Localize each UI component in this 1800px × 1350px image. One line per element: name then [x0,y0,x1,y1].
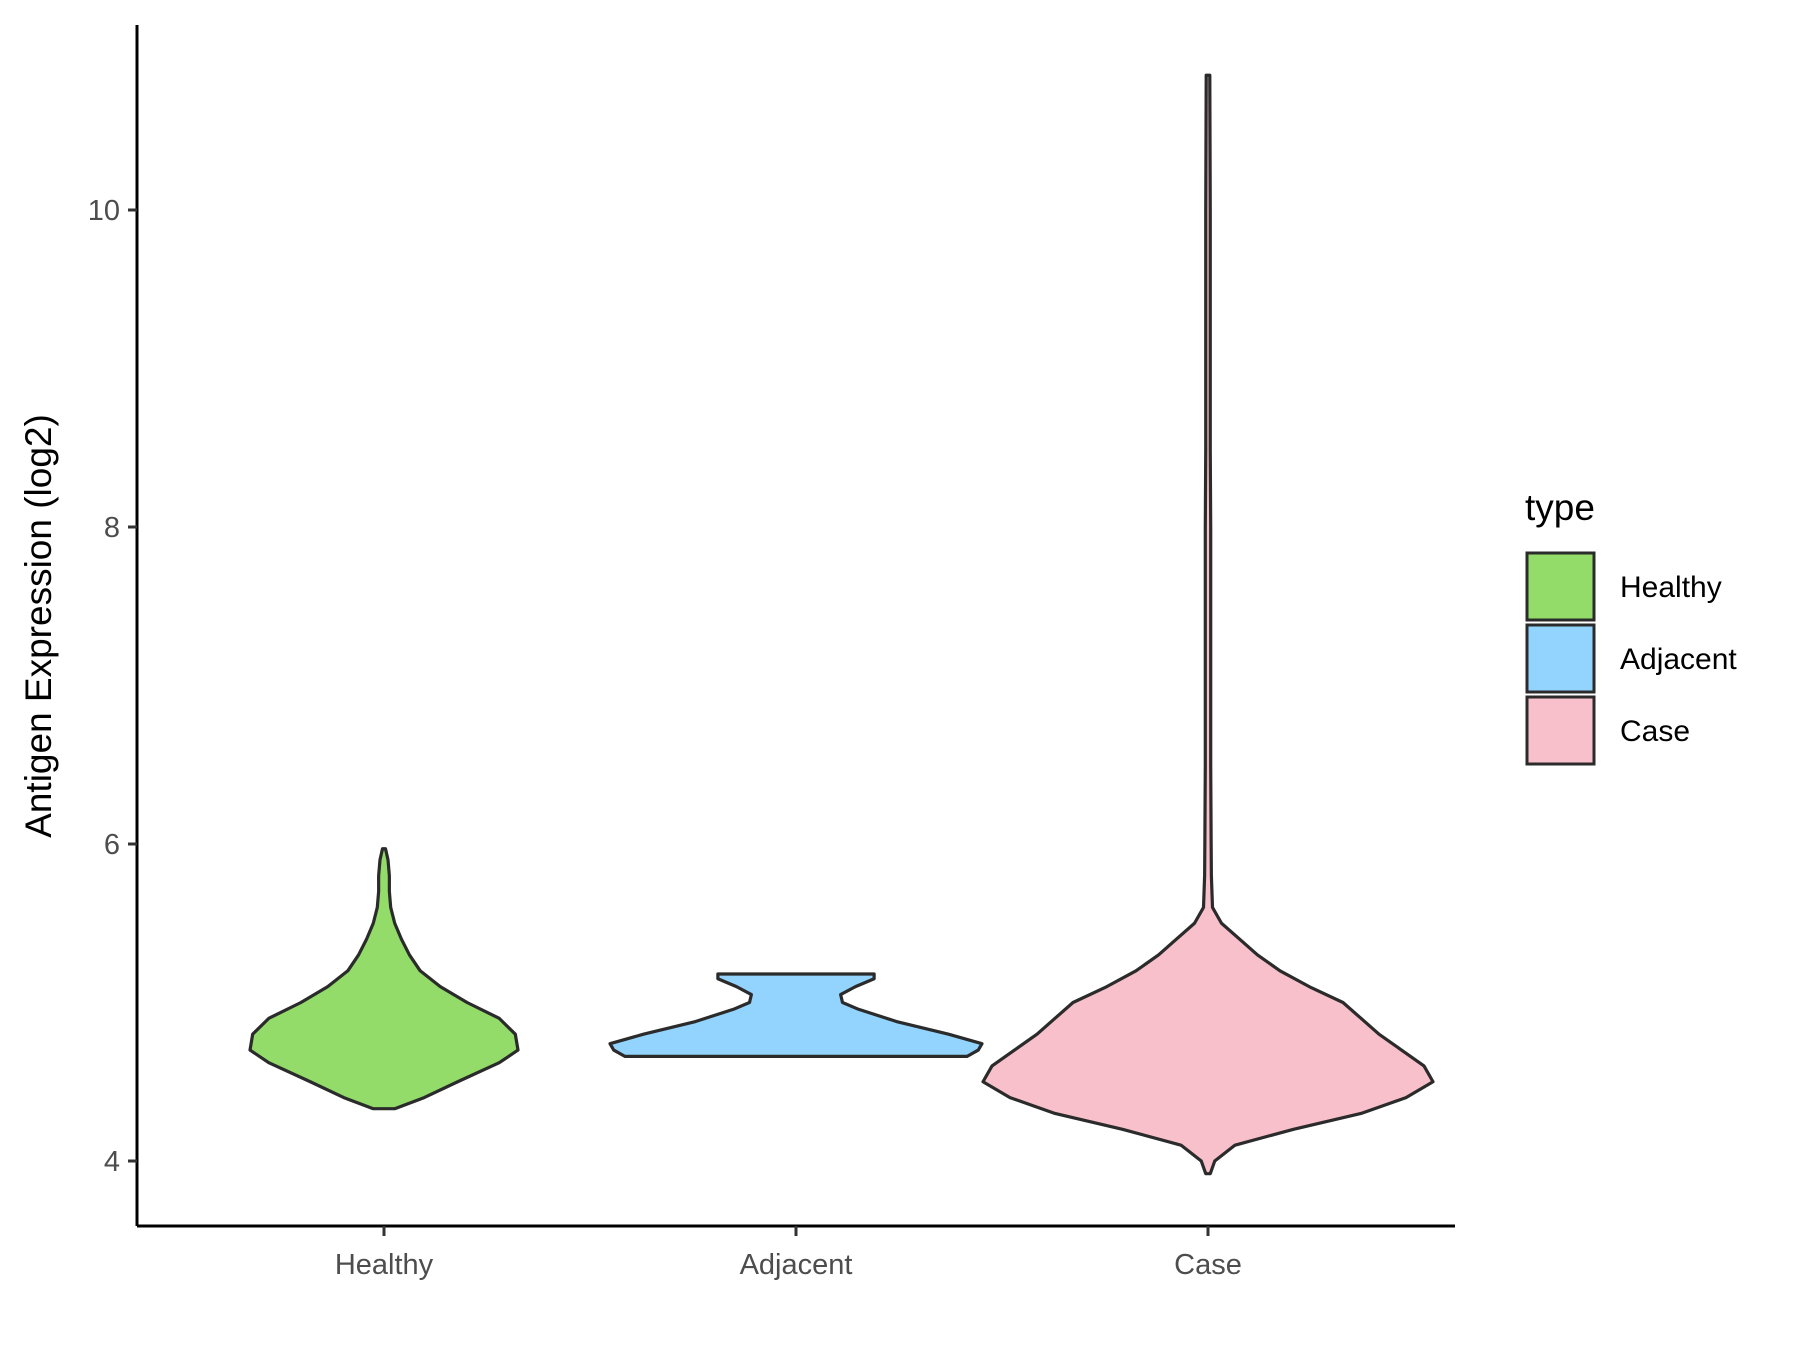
axes: 4 6 8 10 Healthy Adjacent Case [88,25,1455,1281]
y-axis-title: Antigen Expression (log2) [18,414,59,838]
violin-adjacent [608,972,984,1058]
legend-title: type [1525,487,1595,528]
x-tick-label: Healthy [335,1249,434,1281]
x-tick-label: Case [1174,1249,1242,1281]
legend-key-healthy [1525,551,1596,622]
legend-label-healthy: Healthy [1620,571,1722,604]
legend-label-case: Case [1620,715,1690,748]
y-tick-label: 4 [104,1146,120,1178]
legend-key-adjacent [1525,623,1596,694]
violin-healthy [248,847,520,1111]
legend-label-adjacent: Adjacent [1620,643,1737,676]
y-tick-label: 6 [104,829,120,861]
y-tick-label: 10 [88,195,120,227]
legend-items: Healthy Adjacent Case [1525,551,1737,766]
legend: type Healthy Adjacent Case [1525,487,1737,766]
violin-case [981,73,1435,1176]
x-tick-label: Adjacent [740,1249,853,1281]
y-tick-label: 8 [104,512,120,544]
violin-layer [248,73,1435,1176]
legend-key-case [1525,695,1596,766]
